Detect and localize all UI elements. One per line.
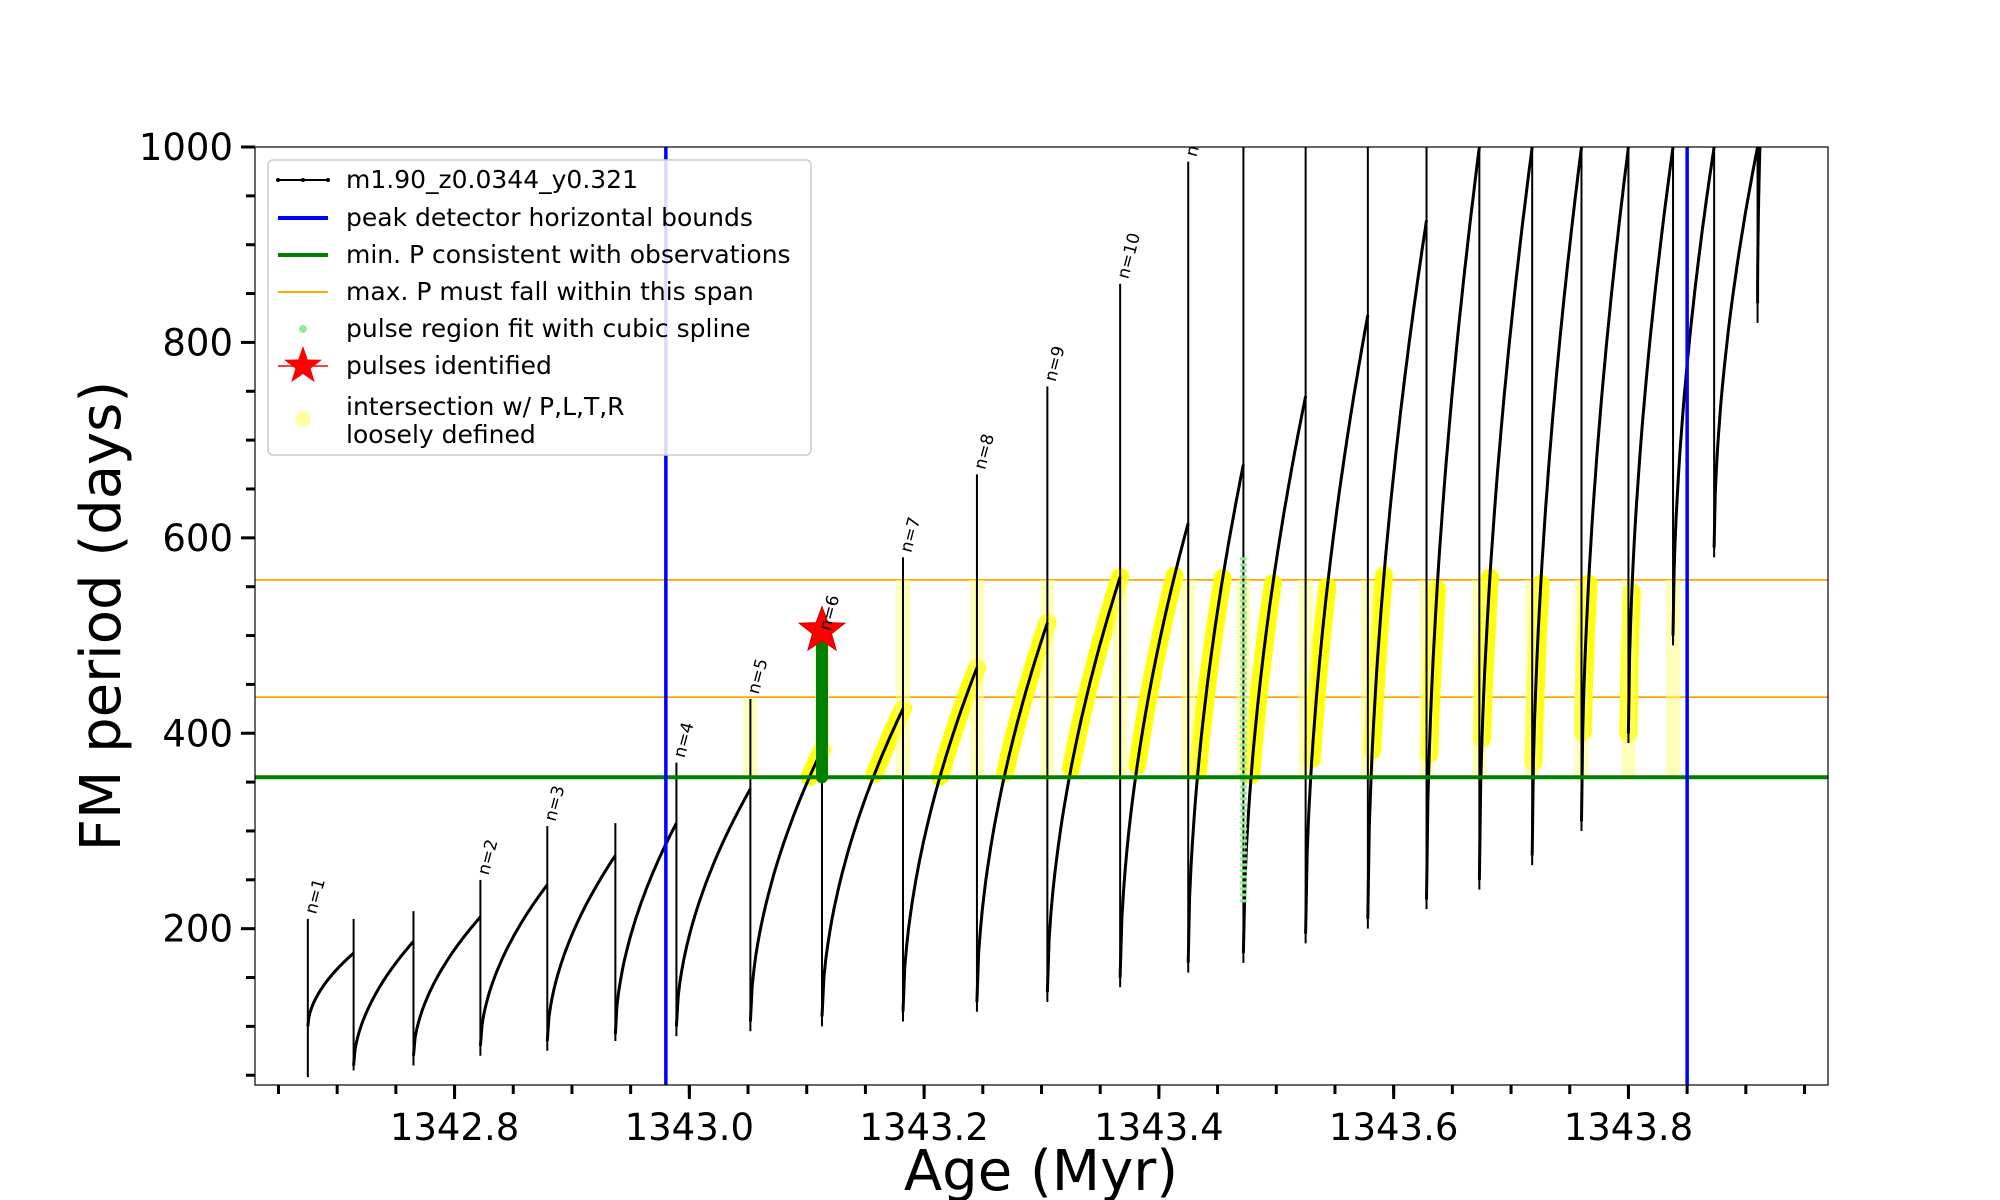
pulse-curve-22	[1626, 147, 1675, 734]
legend-label-2: peak detector horizontal bounds	[346, 203, 753, 232]
pulse-curve-9	[820, 708, 905, 1017]
pulse-curve-12	[1045, 576, 1122, 993]
x-tick-label-6: 1343.8	[1564, 1106, 1693, 1149]
legend-handle-6	[284, 346, 322, 383]
pulse-curve-7	[674, 788, 752, 1027]
legend-handle-dot	[301, 178, 305, 182]
pulse-curve-19	[1477, 147, 1534, 880]
y-axis-label: FM period (days)	[69, 381, 134, 851]
pulse-identified-star	[797, 605, 847, 652]
pulse-curve-3	[412, 915, 482, 1056]
legend-label-7: intersection w/ P,L,T,R	[346, 392, 625, 421]
legend-handle-dot	[326, 178, 330, 182]
pulse-curve-13	[1118, 522, 1190, 978]
pulse-curve-16	[1304, 314, 1370, 934]
series-group: n=1n=2n=3n=4n=5n=6n=7n=8n=9n=10n=11	[255, 109, 1828, 1085]
pulse-curve-2	[352, 940, 415, 1066]
legend-label-3: min. P consistent with observations	[346, 240, 791, 269]
legend-box	[267, 159, 812, 456]
legend-handle-7	[295, 411, 311, 427]
pulse-curve-4	[478, 883, 549, 1047]
y-tick-label-3: 600	[162, 517, 233, 560]
legend-label-6: pulses identified	[346, 351, 552, 380]
axes: 1342.8 1343.0 1343.2 1343.4 1343.6 1343.8 200 4…	[139, 126, 1807, 1149]
x-tick-label-1: 1342.8	[390, 1106, 519, 1149]
x-tick-label-2: 1343.0	[625, 1106, 754, 1149]
y-tick-label-1: 200	[162, 908, 233, 951]
x-tick-label-4: 1343.4	[1094, 1106, 1223, 1149]
pulse-curve-11	[975, 622, 1049, 1002]
pulse-curve-18	[1425, 147, 1481, 900]
pulse-curve-21	[1580, 147, 1630, 822]
pulse-curve-1	[306, 951, 355, 1027]
y-tick-label-2: 400	[162, 712, 233, 755]
legend-handle-5	[299, 325, 307, 333]
legend-label-4: max. P must fall within this span	[346, 277, 754, 306]
pulse-label-14: n=11	[1182, 109, 1213, 159]
pulse-curve-15	[1241, 395, 1308, 954]
pulse-curve-23	[1671, 147, 1716, 636]
legend-label-5: pulse region fit with cubic spline	[346, 314, 751, 343]
pulse-curve-17	[1366, 220, 1428, 919]
x-axis-label: Age (Myr)	[904, 1139, 1178, 1200]
legend-label-1: m1.90_z0.0344_y0.321	[346, 165, 638, 194]
x-tick-label-5: 1343.6	[1329, 1106, 1458, 1149]
y-tick-label-4: 800	[162, 321, 233, 364]
pulse-curve-20	[1530, 147, 1583, 856]
pulse-curve-5	[545, 854, 617, 1042]
legend-label-7: loosely defined	[346, 420, 536, 449]
legend-handle-dot	[276, 178, 280, 182]
plot-area: n=1n=2n=3n=4n=5n=6n=7n=8n=9n=10n=11	[255, 109, 1828, 1085]
pulse-curve-24	[1712, 147, 1760, 548]
y-tick-label-5: 1000	[139, 126, 233, 169]
x-tick-label-3: 1343.2	[859, 1106, 988, 1149]
